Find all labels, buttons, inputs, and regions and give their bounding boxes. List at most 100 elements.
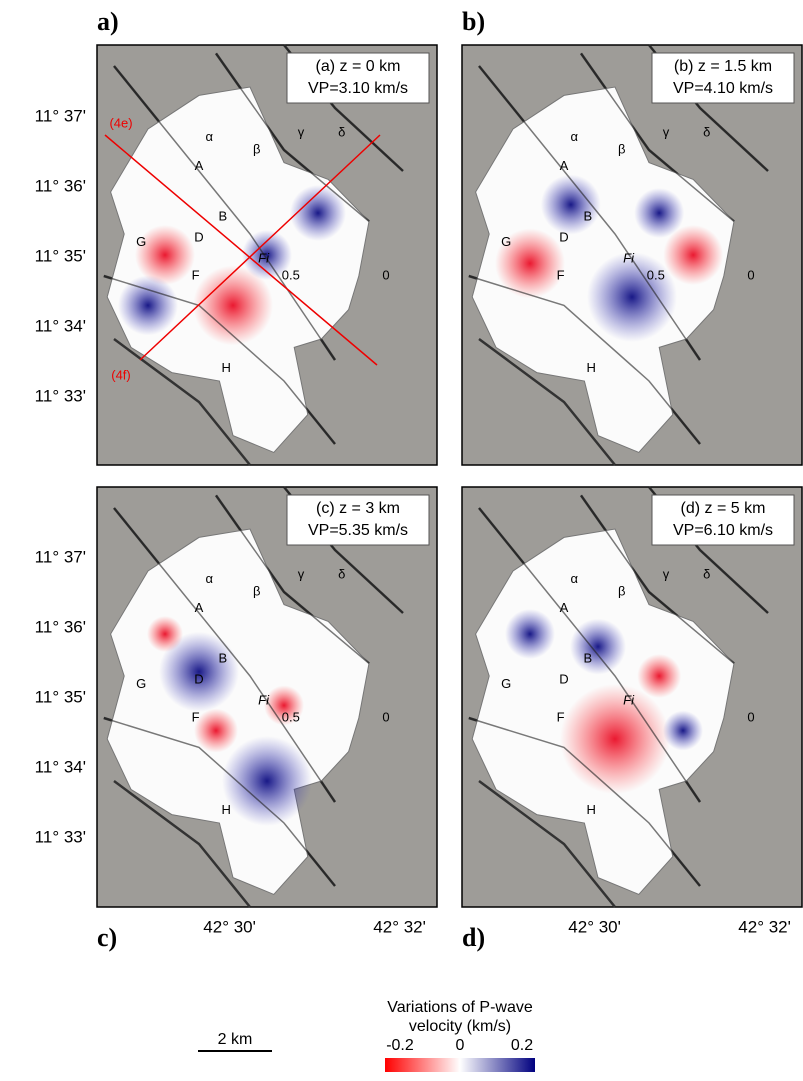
- velocity-label: VP=6.10 km/s: [673, 522, 773, 539]
- map-label: δ: [338, 567, 345, 582]
- map-label: δ: [703, 567, 710, 582]
- velocity-label: VP=4.10 km/s: [673, 80, 773, 97]
- map-panel: α β γ δ A BD F G H Fi 0 0.5 (c) z = 3 km VP=5.35 km/s: [96, 486, 438, 908]
- velocity-anomaly: [663, 710, 703, 751]
- map-label: Fi: [258, 251, 270, 266]
- map-label: A: [560, 600, 569, 615]
- map-label: F: [192, 267, 200, 282]
- map-label: H: [222, 802, 231, 817]
- colorbar-tick: 0.2: [511, 1037, 533, 1054]
- velocity-anomaly: [560, 684, 670, 794]
- map-label: β: [618, 583, 625, 598]
- velocity-anomaly: [587, 252, 677, 342]
- map-label: A: [560, 158, 569, 173]
- colorbar-title: Variations of P-wave: [387, 999, 533, 1016]
- map-label: F: [557, 709, 565, 724]
- velocity-anomaly: [159, 631, 239, 712]
- fault-inner: [580, 52, 735, 222]
- panel-letter: c): [97, 923, 117, 952]
- velocity-anomaly: [634, 188, 685, 238]
- map-label: H: [222, 360, 231, 375]
- map-label: γ: [298, 125, 305, 140]
- map-label: γ: [663, 125, 670, 140]
- lat-label: 11° 34': [35, 316, 86, 335]
- map-label: B: [583, 209, 592, 224]
- map-label: Fi: [623, 693, 635, 708]
- map-label: F: [192, 709, 200, 724]
- map-label: 0.5: [647, 267, 665, 282]
- map-label: 0: [382, 709, 389, 724]
- map-label: 0: [382, 267, 389, 282]
- velocity-anomaly: [222, 736, 312, 826]
- map-panel: α β γ δ A BD F G H Fi 0 0.5 (b) z = 1.5 km VP=4.10 km…: [461, 44, 803, 466]
- map-label: α: [570, 571, 578, 586]
- map-label: G: [501, 676, 511, 691]
- fault: [478, 337, 616, 466]
- map-label: α: [205, 129, 213, 144]
- lat-label: 11° 34': [35, 757, 86, 776]
- velocity-anomaly: [118, 275, 178, 336]
- profile-line: [139, 134, 381, 361]
- velocity-anomaly: [505, 609, 555, 659]
- lon-label: 42° 30': [568, 917, 621, 936]
- velocity-anomaly: [637, 654, 682, 698]
- profile-label: (4f): [111, 367, 131, 382]
- map-label: B: [218, 209, 227, 224]
- profile-line: [104, 134, 378, 366]
- colorbar-title: velocity (km/s): [409, 1018, 511, 1035]
- velocity-anomaly: [264, 685, 304, 726]
- lon-label: 42° 30': [203, 917, 256, 936]
- map-label: D: [194, 672, 203, 687]
- lon-label: 42° 32': [738, 917, 791, 936]
- lat-label: 11° 35': [35, 246, 86, 265]
- map-label: H: [587, 360, 596, 375]
- velocity-anomaly: [540, 174, 601, 235]
- fault: [113, 337, 251, 466]
- lat-label: 11° 36': [35, 176, 86, 195]
- depth-label: (b) z = 1.5 km: [674, 58, 772, 75]
- velocity-anomaly: [663, 225, 724, 285]
- depth-box: [651, 494, 795, 546]
- map-label: A: [195, 600, 204, 615]
- map-label: 0.5: [282, 709, 300, 724]
- velocity-anomaly: [570, 618, 626, 675]
- map-label: α: [205, 571, 213, 586]
- map-label: δ: [338, 125, 345, 140]
- fault-inner: [478, 65, 701, 361]
- velocity-anomaly: [147, 616, 183, 652]
- depth-box: [286, 494, 430, 546]
- map-label: γ: [663, 567, 670, 582]
- map-label: F: [557, 267, 565, 282]
- depth-label: (c) z = 3 km: [316, 500, 400, 517]
- fault-inner: [478, 507, 701, 803]
- colorbar-tick: -0.2: [386, 1037, 414, 1054]
- fault-inner: [468, 275, 701, 445]
- lat-label: 11° 35': [35, 687, 86, 706]
- map-label: G: [501, 234, 511, 249]
- fault-inner: [113, 65, 336, 361]
- fault-inner: [468, 717, 701, 887]
- map-label: A: [195, 158, 204, 173]
- fault: [478, 779, 616, 908]
- fault-inner: [215, 52, 370, 222]
- panel-letter: a): [97, 7, 119, 36]
- panel-letter: b): [462, 7, 485, 36]
- velocity-label: VP=3.10 km/s: [308, 80, 408, 97]
- fault: [113, 779, 251, 908]
- map-label: 0: [747, 267, 754, 282]
- fault-inner: [103, 717, 336, 887]
- colorbar: [385, 1058, 535, 1072]
- map-label: D: [194, 230, 203, 245]
- map-label: 0.5: [282, 267, 300, 282]
- map-label: Fi: [623, 251, 635, 266]
- velocity-anomaly: [242, 230, 292, 280]
- lat-label: 11° 37': [35, 106, 86, 125]
- fault-inner: [215, 494, 370, 664]
- map-label: G: [136, 676, 146, 691]
- fault-inner: [103, 275, 336, 445]
- scale-label: 2 km: [218, 1031, 253, 1048]
- panel-letter: d): [462, 923, 485, 952]
- lat-label: 11° 37': [35, 547, 86, 566]
- map-panel: α β γ δ A BD F G H Fi 0 0.5 (a) z = 0 km VP=3.10 km/s: [96, 44, 438, 466]
- velocity-anomaly: [194, 708, 238, 753]
